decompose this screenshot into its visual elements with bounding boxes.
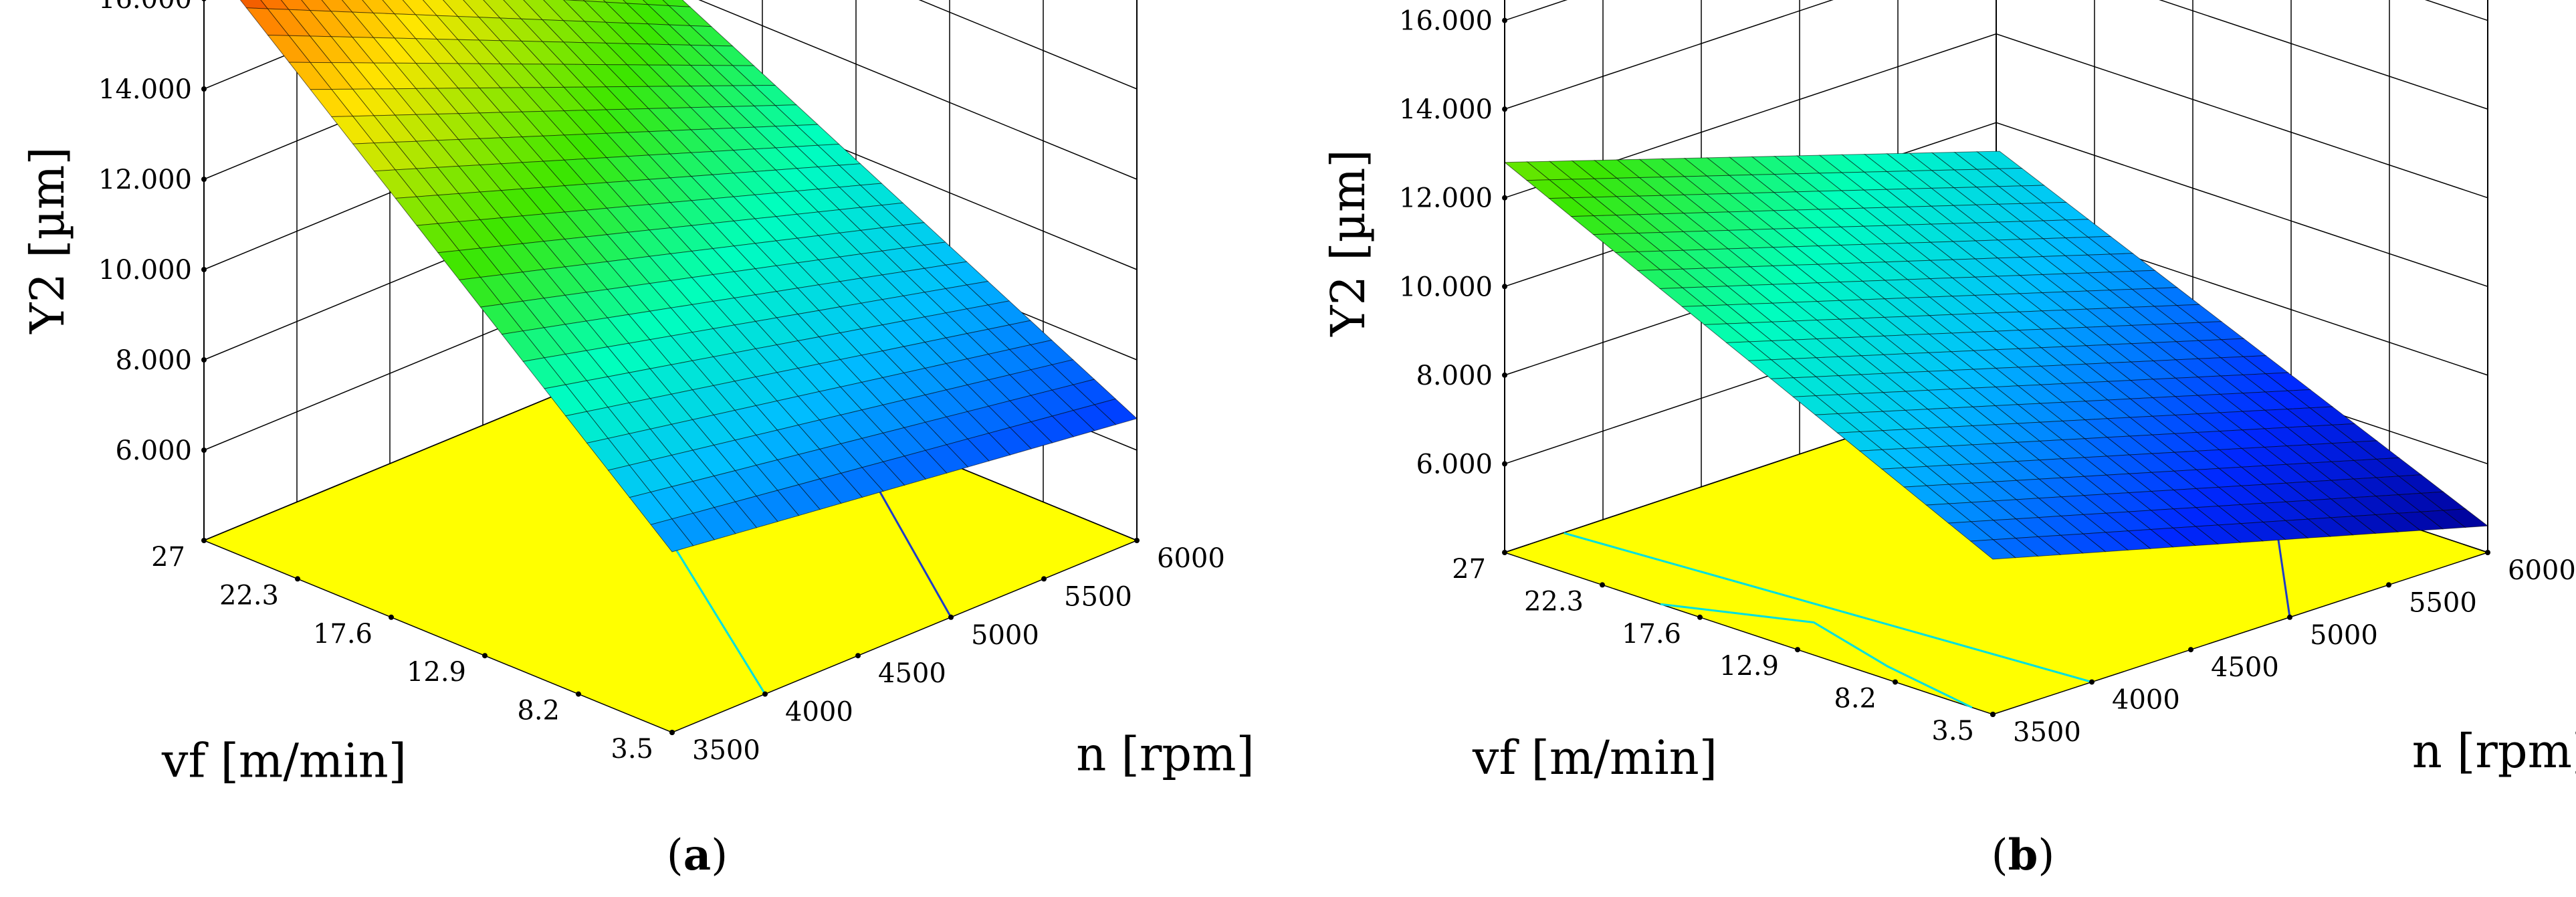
contour-line	[1660, 603, 1973, 709]
vf-tick-label: 17.6	[313, 619, 372, 650]
vf-tick-mark	[1600, 582, 1605, 588]
z-tick-label: 10.000	[1399, 272, 1493, 302]
z-axis-label: Y2 [µm]	[20, 146, 75, 334]
panel-label-close: )	[711, 831, 728, 880]
n-tick-mark	[2188, 647, 2193, 653]
z-tick-label: 8.000	[1416, 361, 1493, 391]
n-tick-label: 3500	[692, 735, 760, 766]
z-axis-label: Y2 [µm]	[1321, 149, 1376, 337]
vf-tick-label: 8.2	[1834, 684, 1876, 714]
n-tick-mark	[2386, 582, 2391, 588]
response-surface	[239, 0, 1138, 553]
z-tick-label: 12.000	[98, 165, 192, 195]
n-tick-mark	[1990, 712, 1996, 717]
vf-tick-label: 22.3	[1524, 586, 1584, 617]
vf-tick-mark	[482, 653, 488, 659]
vf-tick-mark	[295, 576, 300, 582]
n-tick-mark	[2287, 614, 2292, 620]
vf-tick-mark	[1893, 679, 1898, 685]
panel-label-open: (	[667, 831, 683, 880]
n-tick-label: 6000	[2508, 555, 2576, 586]
n-tick-mark	[1041, 576, 1047, 582]
panel-label-letter: b	[2008, 830, 2038, 880]
n-tick-mark	[855, 653, 861, 659]
z-tick-label: 6.000	[115, 435, 192, 466]
z-tick-mark	[1502, 106, 1507, 112]
vf-tick-label: 12.9	[407, 657, 466, 688]
vf-tick-mark	[389, 614, 394, 620]
vf-tick-mark	[1697, 614, 1703, 620]
grid-line	[1504, 33, 2488, 199]
chart-panel-b: 6.0008.00010.00012.00014.00016.00018.000…	[1321, 0, 2576, 880]
vf-tick-mark	[1795, 647, 1800, 653]
panel-label-open: (	[1992, 831, 2008, 880]
n-tick-label: 4000	[2112, 685, 2180, 716]
vf-tick-label: 8.2	[517, 696, 560, 726]
vf-tick-label: 12.9	[1719, 651, 1779, 682]
z-tick-mark	[1502, 284, 1507, 290]
response-surface	[1503, 151, 2489, 560]
n-tick-mark	[2089, 679, 2095, 685]
panel-label: (a)	[667, 830, 728, 880]
n-tick-label: 5500	[1064, 581, 1132, 612]
z-tick-label: 16.000	[1399, 6, 1493, 37]
z-tick-mark	[201, 267, 207, 272]
z-tick-label: 10.000	[98, 255, 192, 286]
z-tick-label: 8.000	[115, 345, 192, 376]
z-tick-mark	[1502, 195, 1507, 201]
panel-label-close: )	[2038, 831, 2054, 880]
z-tick-mark	[201, 0, 207, 1]
z-tick-label: 16.000	[98, 0, 192, 15]
grid-line	[1504, 0, 2488, 110]
n-tick-mark	[669, 730, 675, 735]
surface-patch	[650, 518, 694, 553]
vf-tick-label: 3.5	[1931, 716, 1974, 746]
vf-tick-mark	[1502, 550, 1507, 555]
z-tick-label: 14.000	[98, 74, 192, 105]
z-tick-mark	[201, 447, 207, 453]
n-tick-mark	[948, 614, 954, 620]
z-tick-mark	[1502, 461, 1507, 467]
vf-tick-label: 3.5	[611, 734, 653, 765]
contour-line	[1564, 532, 2092, 684]
z-tick-mark	[1502, 17, 1507, 23]
n-tick-mark	[762, 691, 768, 697]
n-tick-label: 3500	[2013, 717, 2081, 748]
z-tick-label: 12.000	[1399, 183, 1493, 214]
n-tick-label: 5000	[2310, 620, 2378, 651]
vf-axis-label: vf [m/min]	[1472, 730, 1717, 785]
z-tick-mark	[201, 86, 207, 92]
n-tick-label: 4500	[878, 658, 946, 689]
vf-tick-mark	[576, 691, 581, 697]
n-tick-mark	[2485, 550, 2490, 555]
panel-label-letter: a	[683, 830, 711, 880]
panel-label: (b)	[1992, 830, 2055, 880]
z-tick-mark	[1502, 372, 1507, 378]
vf-tick-label: 27	[151, 542, 185, 573]
n-axis-label: n [rpm]	[2412, 724, 2576, 779]
n-tick-label: 4000	[785, 697, 853, 728]
z-tick-mark	[201, 177, 207, 182]
z-tick-label: 14.000	[1399, 94, 1493, 125]
chart-panel-a: 6.0008.00010.00012.00014.00016.00018.000…	[20, 0, 1255, 880]
vf-tick-label: 27	[1452, 554, 1486, 585]
z-tick-mark	[201, 357, 207, 363]
n-tick-mark	[1134, 538, 1140, 543]
n-tick-label: 5500	[2409, 587, 2477, 618]
n-axis-label: n [rpm]	[1076, 727, 1255, 782]
vf-tick-label: 22.3	[219, 580, 279, 611]
n-tick-label: 6000	[1157, 543, 1225, 574]
z-tick-label: 6.000	[1416, 449, 1493, 480]
n-tick-label: 5000	[971, 620, 1039, 651]
vf-tick-label: 17.6	[1622, 619, 1681, 650]
vf-axis-label: vf [m/min]	[161, 734, 407, 789]
n-tick-label: 4500	[2211, 652, 2279, 683]
vf-tick-mark	[201, 538, 207, 543]
surface-patch	[1969, 539, 2016, 560]
